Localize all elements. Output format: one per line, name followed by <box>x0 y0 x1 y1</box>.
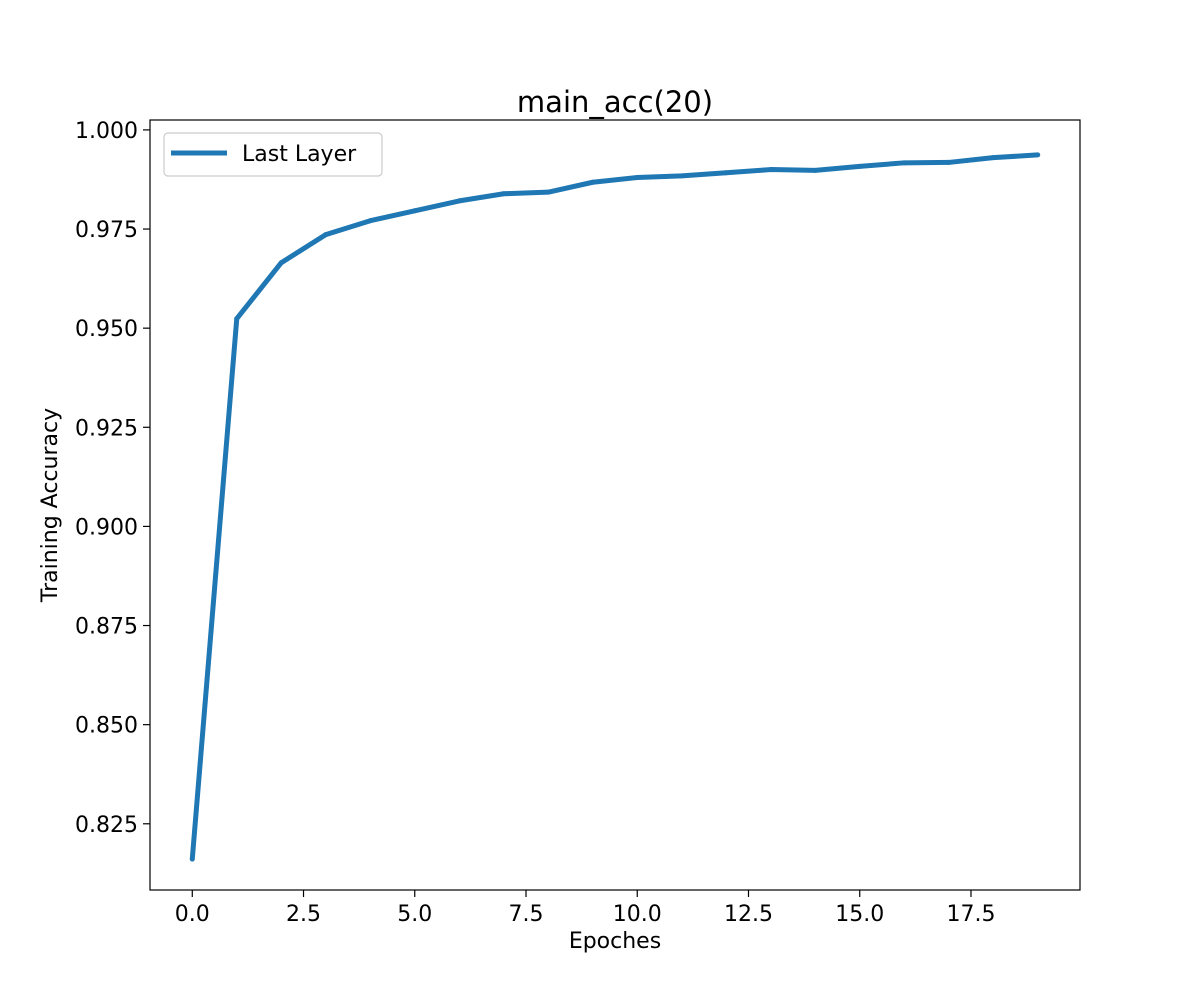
data-point <box>412 208 418 214</box>
data-point <box>1035 152 1041 158</box>
data-point <box>323 232 329 238</box>
x-tick-label: 5.0 <box>397 902 432 927</box>
y-tick-label: 1.000 <box>75 119 138 144</box>
data-point <box>367 218 373 224</box>
x-axis-ticks: 0.0 2.5 5.0 7.5 10.0 12.5 15.0 17.5 <box>175 890 995 927</box>
data-point <box>723 170 729 176</box>
y-tick-label: 0.900 <box>75 515 138 540</box>
x-axis-label: Epoches <box>569 929 661 954</box>
data-point <box>768 167 774 173</box>
series-layer <box>189 152 1041 862</box>
data-point <box>456 198 462 204</box>
data-point <box>812 167 818 173</box>
data-point <box>990 155 996 161</box>
chart-title: main_acc(20) <box>517 85 713 119</box>
y-tick-label: 0.925 <box>75 416 138 441</box>
x-tick-label: 0.0 <box>175 902 210 927</box>
y-tick-label: 0.950 <box>75 317 138 342</box>
data-point <box>901 160 907 166</box>
data-point <box>590 179 596 185</box>
y-tick-label: 0.975 <box>75 218 138 243</box>
y-axis-ticks: 0.825 0.850 0.875 0.900 0.925 0.950 0.975 1.000 <box>75 119 150 838</box>
data-point <box>278 260 284 266</box>
legend-box <box>163 132 383 177</box>
data-point <box>857 163 863 169</box>
legend-label-last-layer: Last Layer <box>242 142 357 167</box>
plot-background <box>150 120 1080 890</box>
y-axis-label: Training Accuracy <box>38 408 63 603</box>
y-tick-label: 0.825 <box>75 813 138 838</box>
data-point <box>679 173 685 179</box>
y-tick-label: 0.875 <box>75 615 138 640</box>
x-tick-label: 10.0 <box>613 902 662 927</box>
x-tick-label: 2.5 <box>286 902 321 927</box>
data-point <box>946 159 952 165</box>
data-point <box>501 191 507 197</box>
x-tick-label: 17.5 <box>946 902 995 927</box>
legend: Last Layer <box>163 132 383 177</box>
x-tick-label: 7.5 <box>509 902 544 927</box>
data-point <box>189 856 195 862</box>
series-line-last-layer <box>189 152 1038 860</box>
data-point <box>634 174 640 180</box>
x-tick-label: 12.5 <box>724 902 773 927</box>
x-tick-label: 15.0 <box>835 902 884 927</box>
data-point <box>234 316 240 322</box>
y-tick-label: 0.850 <box>75 714 138 739</box>
data-point <box>545 189 551 195</box>
plot-frame <box>149 119 1081 891</box>
